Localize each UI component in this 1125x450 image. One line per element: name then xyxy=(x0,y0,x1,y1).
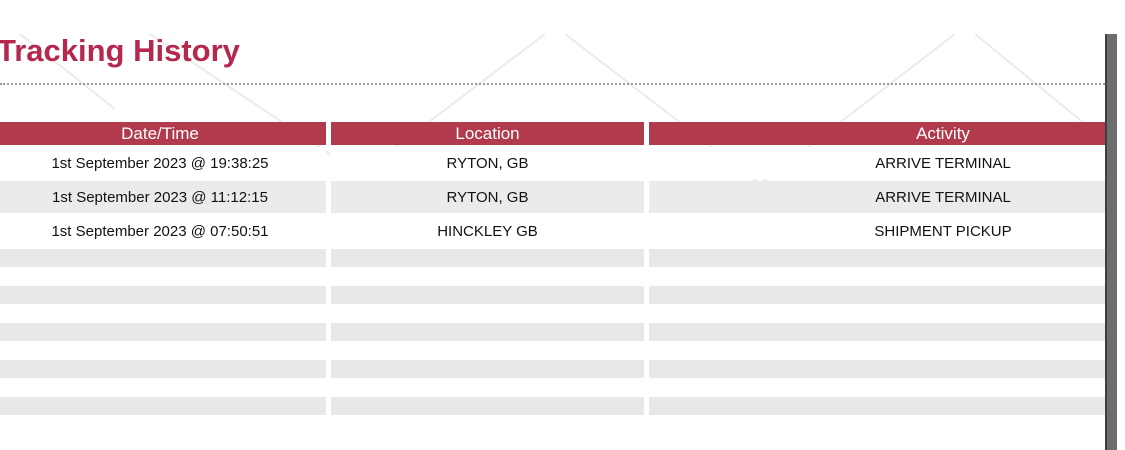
table-cell-empty xyxy=(331,286,644,304)
section-divider xyxy=(0,83,1125,85)
table-row: 1st September 2023 @ 19:38:25 RYTON, GB AR… xyxy=(0,147,1125,179)
vertical-scrollbar[interactable] xyxy=(1105,34,1119,450)
table-cell-empty xyxy=(649,360,1125,378)
table-cell: 1st September 2023 @ 07:50:51 xyxy=(0,215,326,247)
table-cell-empty xyxy=(0,323,326,341)
table-cell-empty xyxy=(0,286,326,304)
column-header: Date/Time xyxy=(0,122,326,145)
table-cell-empty xyxy=(331,323,644,341)
table-cell: HINCKLEY GB xyxy=(331,215,644,247)
main-content: Tracking History Date/Time Location Activi… xyxy=(0,34,1125,415)
table-cell-empty xyxy=(649,286,1125,304)
table-cell: SHIPMENT PICKUP xyxy=(649,215,1125,247)
table-cell: RYTON, GB xyxy=(331,147,644,179)
table-cell-empty xyxy=(649,397,1125,415)
page-title: Tracking History xyxy=(0,33,240,68)
table-cell-empty xyxy=(649,323,1125,341)
tracking-history-table: Date/Time Location Activity 1st September … xyxy=(0,122,1125,415)
table-row: 1st September 2023 @ 11:12:15 RYTON, GB AR… xyxy=(0,181,1125,213)
table-cell: 1st September 2023 @ 19:38:25 xyxy=(0,147,326,179)
table-cell-empty xyxy=(649,249,1125,267)
table-row-empty xyxy=(0,323,1125,341)
table-cell-empty xyxy=(0,397,326,415)
table-row-empty xyxy=(0,397,1125,415)
table-cell-empty xyxy=(331,249,644,267)
table-header-row: Date/Time Location Activity xyxy=(0,122,1125,145)
table-cell: ARRIVE TERMINAL xyxy=(649,147,1125,179)
table-row-empty xyxy=(0,360,1125,378)
page-right-gutter xyxy=(1117,34,1125,450)
table-cell: 1st September 2023 @ 11:12:15 xyxy=(0,181,326,213)
table-cell-empty xyxy=(331,360,644,378)
table-cell-empty xyxy=(0,249,326,267)
table-row-empty xyxy=(0,249,1125,267)
table-row: 1st September 2023 @ 07:50:51 HINCKLEY GB… xyxy=(0,215,1125,247)
table-body: 1st September 2023 @ 19:38:25 RYTON, GB AR… xyxy=(0,147,1125,415)
column-header: Location xyxy=(331,122,644,145)
column-header: Activity xyxy=(649,122,1125,145)
scrollbar-thumb[interactable] xyxy=(1107,34,1119,450)
table-cell-empty xyxy=(331,397,644,415)
table-row-empty xyxy=(0,286,1125,304)
table-cell: ARRIVE TERMINAL xyxy=(649,181,1125,213)
table-cell: RYTON, GB xyxy=(331,181,644,213)
table-cell-empty xyxy=(0,360,326,378)
